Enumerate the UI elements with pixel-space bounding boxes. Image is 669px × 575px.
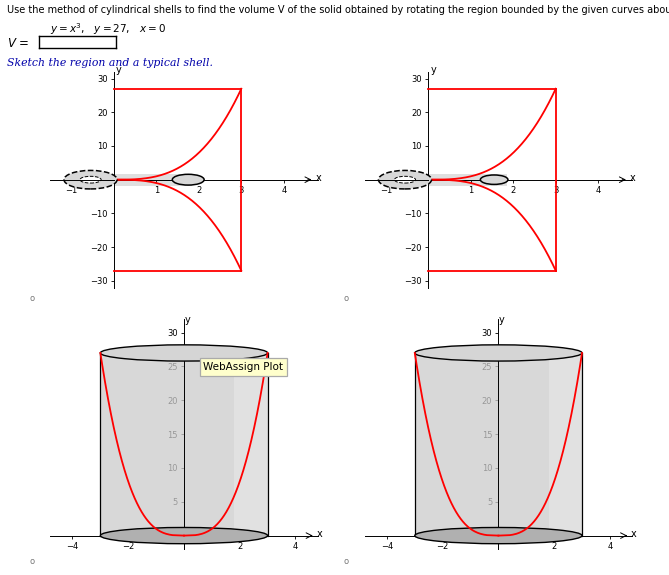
- Ellipse shape: [415, 527, 582, 544]
- Text: y: y: [116, 65, 122, 75]
- Text: x: x: [316, 173, 321, 183]
- Text: x: x: [316, 528, 322, 539]
- Text: y: y: [431, 65, 436, 75]
- Text: y: y: [499, 315, 504, 324]
- Bar: [415, 353, 582, 535]
- Ellipse shape: [100, 345, 268, 361]
- Ellipse shape: [480, 175, 508, 185]
- Ellipse shape: [100, 527, 268, 544]
- Ellipse shape: [394, 177, 415, 183]
- Text: o: o: [29, 557, 35, 565]
- Text: $V$ =: $V$ =: [7, 37, 29, 51]
- Ellipse shape: [173, 174, 204, 185]
- Ellipse shape: [64, 170, 117, 189]
- Text: y: y: [185, 315, 190, 324]
- Text: o: o: [344, 294, 349, 302]
- Text: o: o: [29, 294, 35, 302]
- Ellipse shape: [80, 177, 101, 183]
- Text: Use the method of cylindrical shells to find the volume V of the solid obtained : Use the method of cylindrical shells to …: [7, 5, 669, 14]
- Text: Sketch the region and a typical shell.: Sketch the region and a typical shell.: [7, 58, 213, 67]
- Text: x: x: [631, 528, 637, 539]
- Bar: [100, 353, 268, 535]
- Bar: [549, 353, 582, 535]
- Text: x: x: [630, 173, 636, 183]
- Ellipse shape: [379, 170, 432, 189]
- Bar: [428, 174, 507, 186]
- Bar: [114, 174, 193, 186]
- Text: $y = x^3$,   $y = 27$,   $x = 0$: $y = x^3$, $y = 27$, $x = 0$: [50, 21, 166, 37]
- Text: WebAssign Plot: WebAssign Plot: [203, 362, 284, 372]
- Bar: [234, 353, 268, 535]
- Text: o: o: [344, 557, 349, 565]
- Ellipse shape: [415, 345, 582, 361]
